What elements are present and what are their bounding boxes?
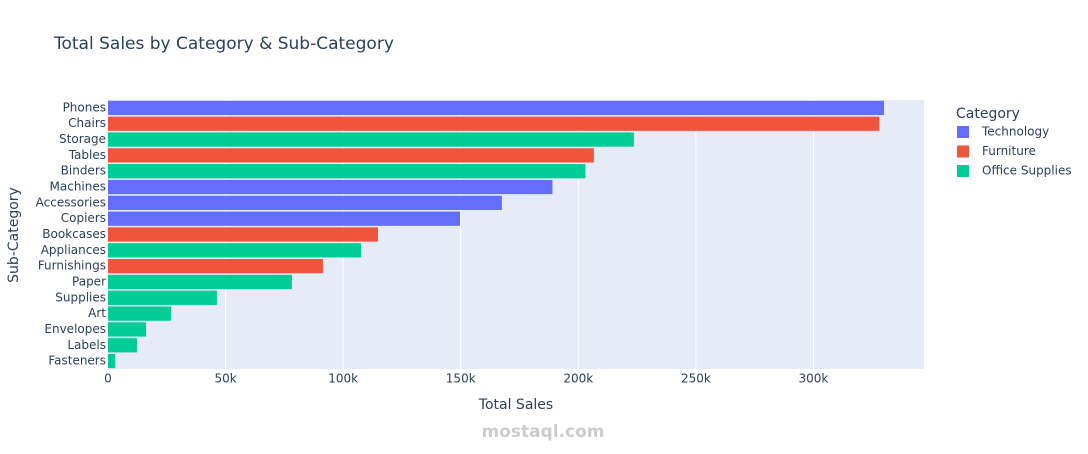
watermark: mostaql.com: [481, 422, 604, 442]
bar: [108, 132, 634, 147]
y-tick-label: Fasteners: [48, 354, 106, 368]
bar: [108, 211, 461, 226]
y-tick-label: Binders: [61, 164, 106, 178]
x-tick-label: 50k: [214, 372, 236, 386]
y-tick-label: Envelopes: [44, 322, 106, 336]
bar: [108, 116, 880, 131]
x-tick-label: 0: [104, 372, 112, 386]
legend-title: Category: [956, 106, 1020, 122]
bar: [108, 306, 172, 321]
bar: [108, 274, 292, 290]
legend-swatch: [957, 145, 969, 158]
bar: [108, 338, 137, 353]
y-tick-label: Furnishings: [38, 259, 106, 273]
y-tick-label: Bookcases: [42, 227, 106, 241]
y-tick-label: Art: [88, 306, 106, 320]
bar: [108, 100, 885, 116]
y-tick-label: Chairs: [68, 116, 106, 130]
y-axis-title: Sub-Category: [6, 187, 22, 283]
bar: [108, 164, 586, 179]
y-tick-label: Accessories: [36, 195, 106, 209]
y-tick-label: Copiers: [61, 211, 106, 225]
y-tick-label: Supplies: [55, 290, 106, 304]
bar: [108, 227, 378, 242]
chart-title: Total Sales by Category & Sub-Category: [53, 34, 394, 54]
y-tick-label: Paper: [72, 274, 106, 288]
bar: [108, 290, 217, 305]
x-tick-label: 150k: [446, 372, 476, 386]
legend-label: Office Supplies: [982, 164, 1072, 178]
bar: [108, 322, 147, 337]
bar: [108, 259, 323, 274]
x-tick-label: 200k: [563, 372, 593, 386]
y-tick-label: Labels: [67, 338, 106, 352]
x-tick-label: 300k: [799, 372, 829, 386]
x-tick-label: 250k: [681, 372, 711, 386]
bar: [108, 148, 594, 163]
bar: [108, 243, 362, 258]
bar: [108, 195, 502, 210]
legend-label: Furniture: [982, 144, 1036, 158]
y-tick-label: Storage: [59, 132, 106, 146]
x-tick-label: 100k: [328, 372, 358, 386]
legend-swatch: [957, 126, 969, 138]
y-tick-label: Phones: [63, 100, 106, 114]
bar: [108, 353, 116, 369]
bar: [108, 179, 553, 195]
legend-label: Technology: [981, 125, 1049, 139]
legend-swatch: [957, 165, 969, 177]
x-axis-title: Total Sales: [478, 397, 553, 413]
y-tick-label: Appliances: [41, 243, 106, 257]
y-tick-label: Machines: [50, 180, 106, 194]
y-tick-label: Tables: [68, 148, 106, 162]
